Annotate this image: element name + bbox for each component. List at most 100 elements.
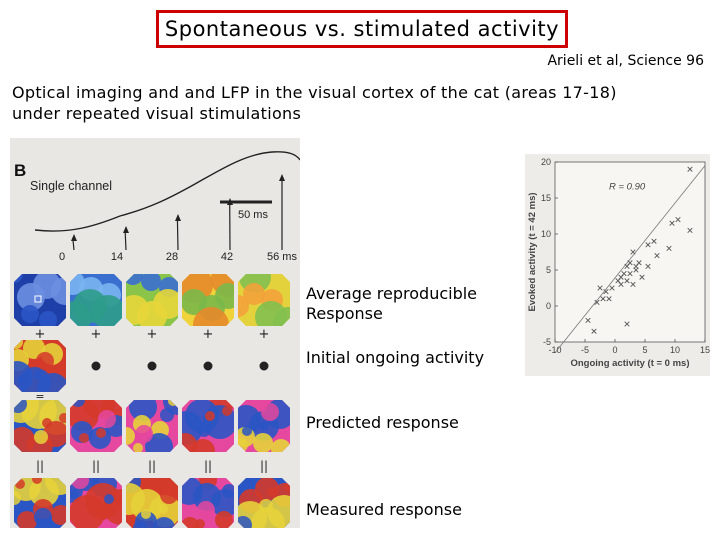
slide-title: Spontaneous vs. stimulated activity bbox=[156, 10, 568, 48]
scatter-point bbox=[630, 249, 636, 255]
scatter-point bbox=[675, 216, 681, 223]
parallel-symbol: || bbox=[92, 459, 100, 473]
plus-symbol: + bbox=[147, 327, 158, 342]
scatter-point bbox=[666, 245, 672, 252]
y-tick-label: 15 bbox=[541, 193, 551, 203]
scatter-point bbox=[654, 252, 660, 259]
measured-response-map bbox=[14, 478, 66, 528]
time-arrowhead-1 bbox=[123, 226, 129, 233]
figure-b-graphic: B Single channel 50 ms 0 14 28 42 56 ms + + + +… bbox=[14, 151, 300, 528]
x-tick-label: 10 bbox=[670, 345, 680, 355]
predicted-response-map bbox=[14, 400, 66, 452]
scatter-point bbox=[624, 278, 630, 284]
plus-symbol: + bbox=[259, 327, 270, 342]
scatter-point bbox=[621, 270, 627, 277]
scale-bar-label: 50 ms bbox=[238, 209, 268, 221]
label-measured-response: Measured response bbox=[306, 500, 462, 519]
scatter-point bbox=[609, 285, 615, 291]
scatter-point bbox=[651, 238, 657, 244]
scatter-point bbox=[600, 296, 606, 302]
scatter-point bbox=[603, 288, 609, 295]
y-axis-label: Evoked activity (t = 42 ms) bbox=[527, 192, 538, 311]
scatter-point bbox=[645, 242, 651, 248]
time-marker-label: 56 ms bbox=[267, 251, 297, 263]
plus-symbol: + bbox=[35, 327, 46, 342]
predicted-response-map bbox=[238, 400, 290, 452]
time-arrowhead-4 bbox=[279, 174, 285, 181]
ongoing-dot bbox=[147, 361, 157, 371]
ongoing-dot bbox=[91, 361, 101, 371]
predicted-response-map bbox=[70, 400, 122, 452]
y-tick-label: 0 bbox=[546, 301, 551, 311]
time-arrowhead-3 bbox=[227, 198, 233, 205]
predicted-response-map bbox=[126, 400, 178, 452]
label-ongoing-activity: Initial ongoing activity bbox=[306, 348, 485, 367]
average-response-map bbox=[126, 274, 178, 326]
scatter-point bbox=[627, 270, 633, 277]
citation: Arieli et al, Science 96 bbox=[547, 53, 704, 69]
parallel-symbol: || bbox=[36, 459, 44, 473]
scatter-point bbox=[594, 299, 600, 306]
predicted-response-map bbox=[182, 400, 234, 452]
time-arrow-2 bbox=[176, 217, 179, 251]
measured-response-map bbox=[70, 478, 122, 528]
scatter-point bbox=[618, 281, 624, 288]
scatter-point bbox=[606, 296, 612, 302]
correlation-annotation: R = 0.90 bbox=[609, 181, 646, 192]
scatter-point bbox=[591, 328, 597, 334]
plus-symbol: + bbox=[91, 327, 102, 342]
figure-b-panel: B Single channel 50 ms 0 14 28 42 56 ms + + + +… bbox=[10, 138, 300, 528]
measured-response-map bbox=[126, 478, 178, 528]
x-axis-label: Ongoing activity (t = 0 ms) bbox=[570, 358, 689, 369]
plus-symbol: + bbox=[203, 327, 214, 342]
y-tick-label: 10 bbox=[541, 229, 551, 239]
measured-response-map bbox=[238, 478, 290, 528]
scatter-point bbox=[630, 281, 636, 288]
average-response-map bbox=[70, 274, 122, 326]
y-tick-label: 5 bbox=[546, 265, 551, 275]
x-tick-label: 0 bbox=[612, 345, 617, 355]
average-response-map bbox=[14, 274, 66, 326]
scatter-point bbox=[639, 274, 645, 280]
measured-response-map bbox=[182, 478, 234, 528]
scatter-point bbox=[624, 263, 630, 270]
scatter-point bbox=[597, 285, 603, 291]
ongoing-activity-map bbox=[14, 340, 66, 392]
time-arrows: 0 14 28 42 56 ms bbox=[59, 174, 297, 263]
label-predicted-response: Predicted response bbox=[306, 413, 459, 432]
scatter-point bbox=[633, 267, 639, 273]
scatter-panel: -10 -5 0 5 10 15 20 15 10 5 0 -5 R = 0.90 Ongoing act… bbox=[525, 154, 710, 376]
parallel-symbol: || bbox=[260, 459, 268, 473]
time-marker-label: 42 bbox=[221, 251, 233, 263]
scatter-point bbox=[624, 321, 630, 327]
scatter-point bbox=[636, 260, 642, 266]
plot-area bbox=[554, 161, 706, 343]
time-arrow-1 bbox=[124, 229, 127, 251]
ongoing-dot bbox=[203, 361, 213, 371]
equals-symbol: = bbox=[35, 390, 44, 403]
time-marker-label: 28 bbox=[166, 251, 178, 263]
activity-maps: + + + + + = || || || || || bbox=[14, 274, 290, 528]
x-tick-label: 5 bbox=[642, 345, 647, 355]
lfp-trace bbox=[34, 151, 300, 232]
y-tick-label: -5 bbox=[543, 337, 551, 347]
time-marker-label: 0 bbox=[59, 251, 65, 263]
scatter-point bbox=[585, 317, 591, 324]
y-tick-label: 20 bbox=[541, 157, 551, 167]
scatter-point bbox=[645, 263, 651, 270]
panel-letter: B bbox=[14, 161, 26, 180]
scatter-point bbox=[669, 220, 675, 226]
parallel-symbol: || bbox=[204, 459, 212, 473]
x-tick-label: 15 bbox=[700, 345, 710, 355]
time-marker-label: 14 bbox=[111, 251, 123, 263]
trace-label: Single channel bbox=[30, 179, 112, 193]
parallel-symbol: || bbox=[148, 459, 156, 473]
time-arrowhead-2 bbox=[175, 214, 181, 221]
time-arrowhead-0 bbox=[71, 234, 77, 241]
slide-subtitle: Optical imaging and and LFP in the visua… bbox=[12, 83, 617, 123]
regression-line bbox=[554, 165, 706, 354]
scatter-point bbox=[687, 227, 693, 234]
x-tick-label: -10 bbox=[548, 345, 561, 355]
label-average-response: Average reproducible Response bbox=[306, 284, 478, 323]
